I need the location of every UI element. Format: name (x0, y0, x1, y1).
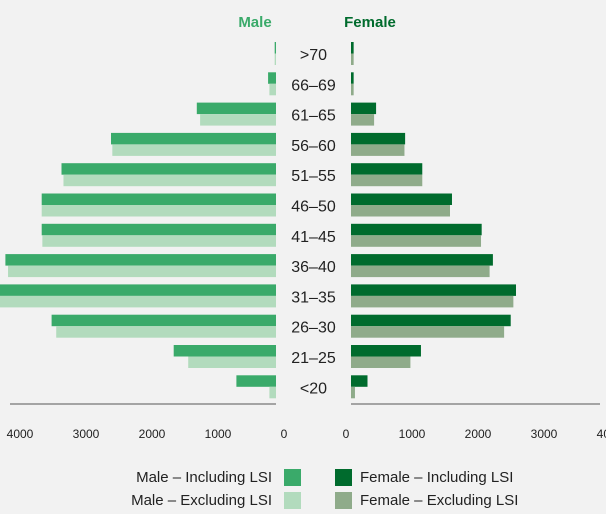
category-label: 21–25 (291, 350, 336, 367)
bar-male-including-lsi-9 (0, 284, 277, 296)
bars-group (0, 42, 516, 399)
bar-male-including-lsi-7 (41, 223, 277, 236)
legend-label-female-excluding-lsi: Female – Excluding LSI (360, 492, 518, 509)
left-tick-label: 0 (281, 427, 288, 441)
bar-female-including-lsi-1 (351, 42, 354, 54)
right-tick-label: 3000 (531, 427, 558, 441)
bar-female-including-lsi-7 (351, 223, 482, 236)
right-tick-label: 4000 (597, 427, 606, 441)
bar-male-including-lsi-5 (61, 163, 276, 175)
category-label: 61–65 (291, 108, 336, 125)
category-label: 46–50 (291, 199, 336, 216)
bar-male-including-lsi-3 (196, 102, 276, 115)
axes-group: 4000 3000 2000 1000 0 0 1000 2000 3000 4000 (7, 403, 606, 441)
right-tick-label: 0 (343, 427, 350, 441)
category-label: >70 (300, 47, 327, 64)
category-label: 26–30 (291, 320, 336, 337)
bar-female-including-lsi-5 (351, 163, 423, 175)
category-labels: >70 66–69 61–65 56–60 51–55 46–50 41–45 36–40 31… (291, 47, 336, 397)
female-header: Female (344, 14, 396, 31)
bar-female-excluding-lsi-9 (351, 295, 514, 308)
bar-male-excluding-lsi-12 (269, 386, 276, 399)
legend-swatch-female-excluding-lsi (335, 492, 352, 509)
bar-male-excluding-lsi-1 (274, 53, 276, 65)
category-label: 51–55 (291, 168, 336, 185)
legend-label-female-including-lsi: Female – Including LSI (360, 469, 513, 486)
category-label: 31–35 (291, 289, 336, 306)
right-tick-label: 1000 (399, 427, 426, 441)
bar-female-excluding-lsi-6 (351, 205, 450, 217)
male-header: Male (238, 14, 271, 31)
bar-male-including-lsi-2 (268, 72, 276, 84)
category-label: 41–45 (291, 229, 336, 246)
bar-female-including-lsi-4 (351, 132, 406, 145)
bar-female-excluding-lsi-3 (351, 114, 375, 126)
bar-female-including-lsi-10 (351, 314, 511, 327)
bar-female-including-lsi-9 (351, 284, 516, 296)
bar-male-including-lsi-11 (173, 345, 276, 357)
bar-male-excluding-lsi-5 (63, 174, 277, 187)
left-tick-label: 2000 (139, 427, 166, 441)
bar-female-including-lsi-12 (351, 375, 368, 387)
left-tick-label: 4000 (7, 427, 34, 441)
bar-male-including-lsi-10 (51, 314, 276, 327)
bar-female-excluding-lsi-2 (351, 83, 354, 96)
right-tick-label: 2000 (465, 427, 492, 441)
legend-label-male-including-lsi: Male – Including LSI (136, 469, 272, 486)
bar-male-excluding-lsi-9 (0, 295, 276, 308)
bar-female-excluding-lsi-8 (351, 265, 490, 278)
legend-swatch-male-including-lsi (284, 469, 301, 486)
bar-male-excluding-lsi-6 (41, 205, 277, 217)
bar-male-including-lsi-12 (236, 375, 276, 387)
category-label: <20 (300, 380, 327, 397)
category-label: 36–40 (291, 259, 336, 276)
bar-male-excluding-lsi-10 (56, 326, 276, 338)
bar-male-excluding-lsi-7 (42, 235, 276, 247)
category-label: 56–60 (291, 138, 336, 155)
bar-male-excluding-lsi-2 (269, 83, 276, 96)
bar-male-including-lsi-6 (41, 193, 277, 205)
category-label: 66–69 (291, 77, 336, 94)
legend: Male – Including LSI Male – Excluding LSI… (131, 469, 518, 509)
left-tick-label: 3000 (73, 427, 100, 441)
bar-female-excluding-lsi-4 (351, 144, 405, 156)
legend-swatch-female-including-lsi (335, 469, 352, 486)
bar-female-including-lsi-6 (351, 193, 452, 205)
bar-male-including-lsi-4 (111, 132, 276, 145)
bar-male-excluding-lsi-8 (8, 265, 276, 278)
bar-female-excluding-lsi-7 (351, 235, 482, 247)
bar-female-excluding-lsi-12 (351, 386, 355, 399)
bar-male-including-lsi-1 (274, 42, 276, 54)
bar-female-excluding-lsi-10 (351, 326, 505, 338)
bar-female-including-lsi-11 (351, 345, 421, 357)
bar-female-excluding-lsi-5 (351, 174, 423, 187)
bar-female-including-lsi-2 (351, 72, 354, 84)
bar-female-including-lsi-3 (351, 102, 377, 115)
bar-male-excluding-lsi-3 (200, 114, 276, 126)
legend-swatch-male-excluding-lsi (284, 492, 301, 509)
bar-male-excluding-lsi-4 (112, 144, 276, 156)
legend-label-male-excluding-lsi: Male – Excluding LSI (131, 492, 272, 509)
bar-female-excluding-lsi-11 (351, 356, 411, 368)
bar-male-excluding-lsi-11 (188, 356, 276, 368)
bar-female-excluding-lsi-1 (351, 53, 354, 65)
left-tick-label: 1000 (205, 427, 232, 441)
bar-male-including-lsi-8 (5, 254, 277, 266)
bar-female-including-lsi-8 (351, 254, 493, 266)
